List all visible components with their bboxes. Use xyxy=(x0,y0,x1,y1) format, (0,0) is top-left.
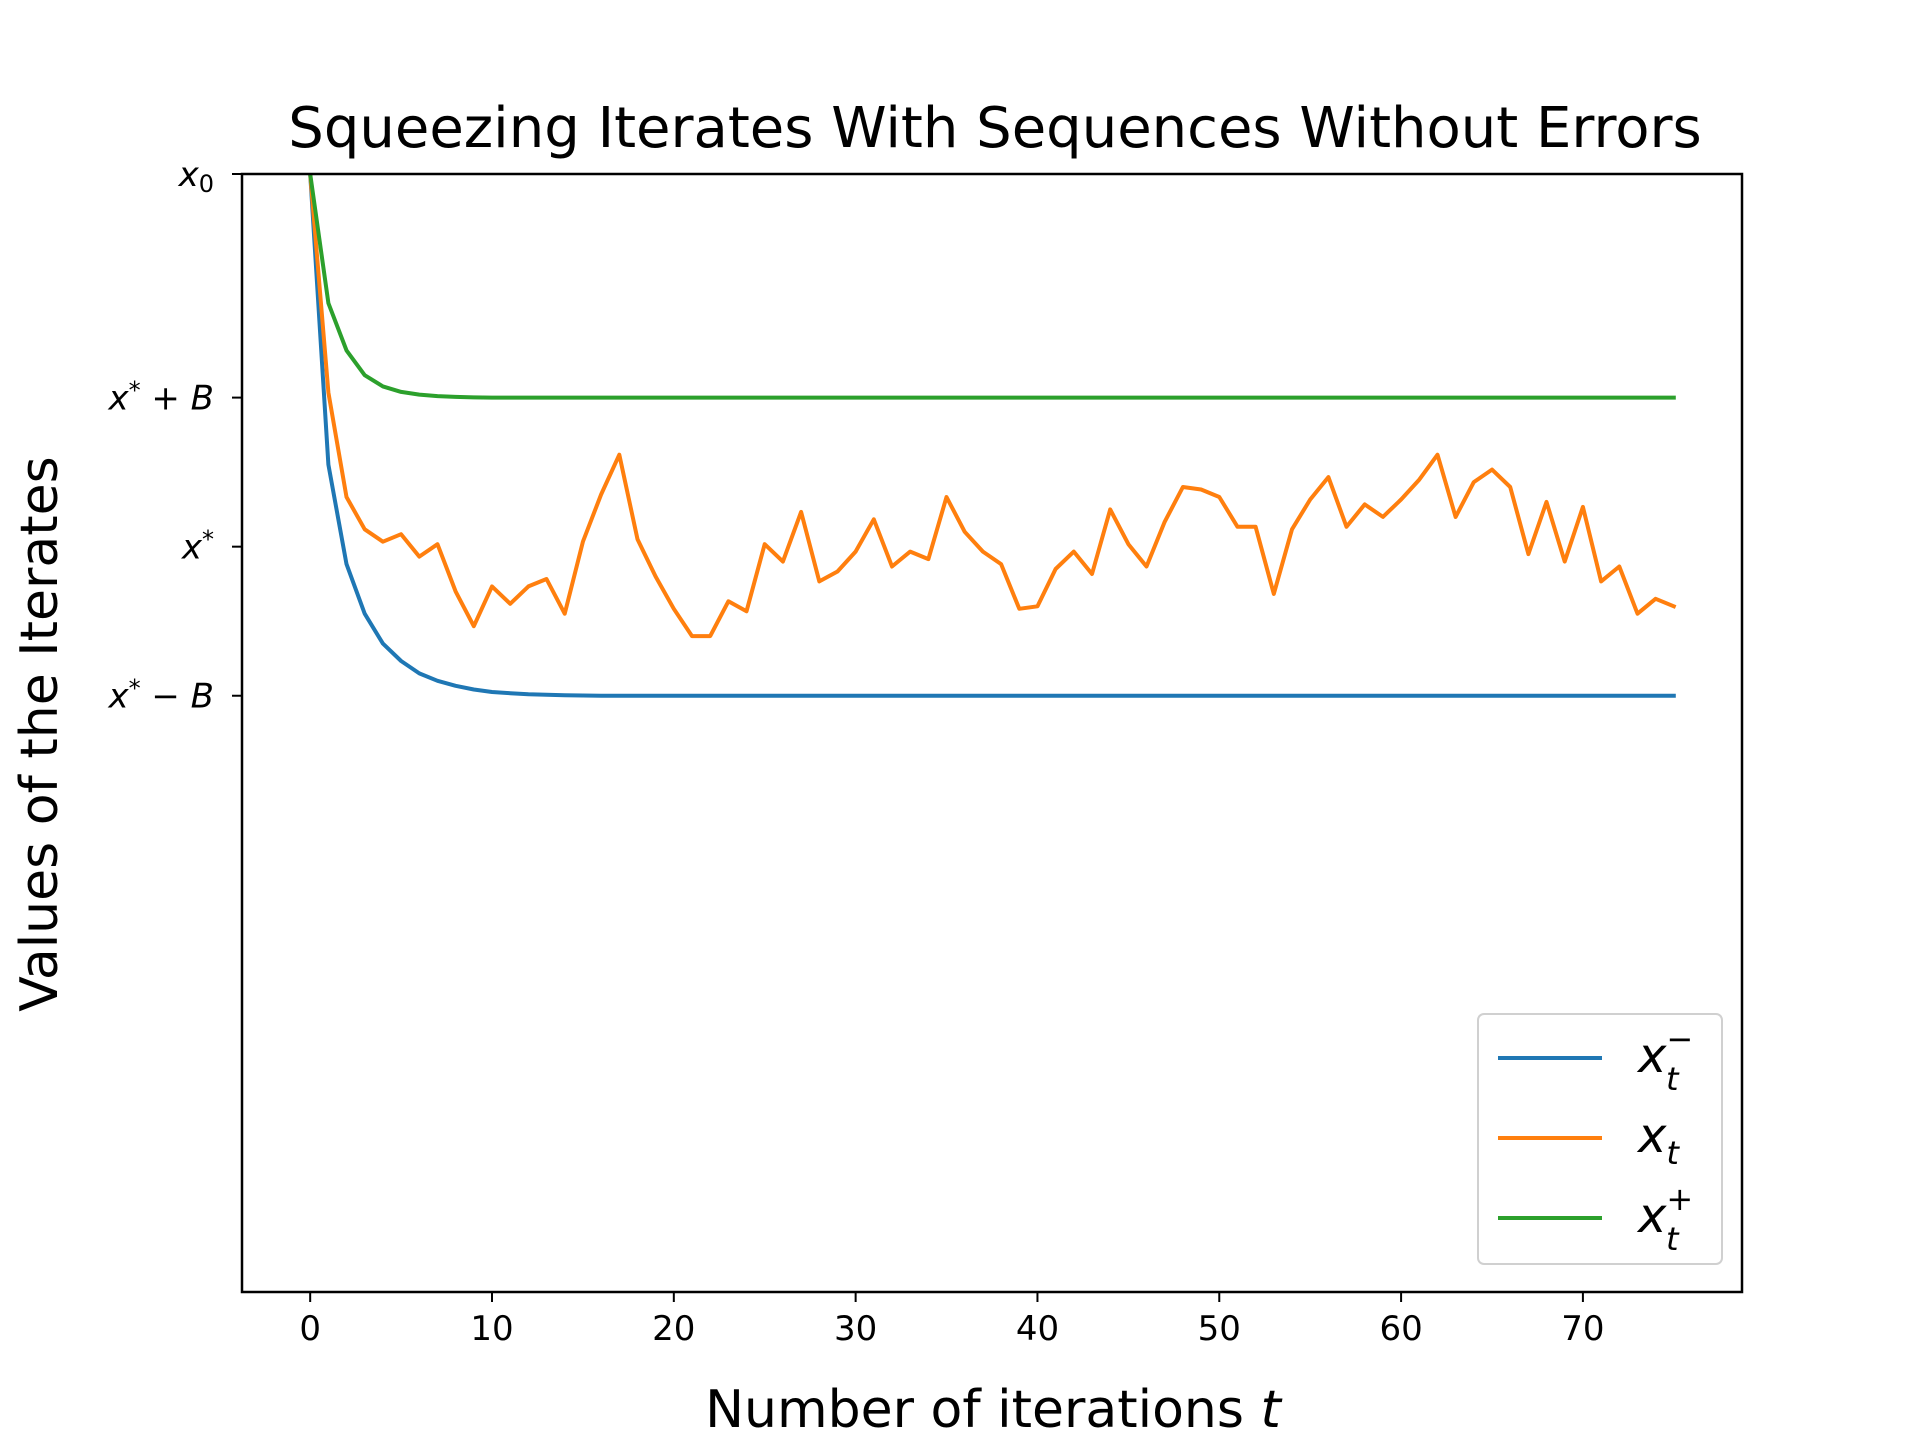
y-tick-label: x* − B xyxy=(107,675,214,717)
y-tick-label: x0 xyxy=(178,155,214,198)
y-axis-label: Values of the Iterates xyxy=(10,456,70,1011)
series-line-0 xyxy=(308,174,1676,698)
series-line-1 xyxy=(308,174,1677,639)
series-layer xyxy=(308,174,1677,698)
x-tick-label: 30 xyxy=(834,1309,877,1349)
axes-frame xyxy=(240,172,1744,1294)
y-axis-ticks: x0 x* + B x* x* − B xyxy=(107,155,242,717)
x-tick-label: 40 xyxy=(1016,1309,1059,1349)
legend-label: x− t xyxy=(1636,1020,1693,1098)
x-axis-label-text: Number of iterations xyxy=(705,1380,1244,1440)
x-tick-label: 20 xyxy=(652,1309,695,1349)
legend-label: xt xyxy=(1636,1108,1680,1172)
x-tick-label: 50 xyxy=(1198,1309,1241,1349)
x-axis-label-variable: t xyxy=(1260,1380,1282,1440)
x-tick-label: 0 xyxy=(299,1309,321,1349)
x-tick-label: 70 xyxy=(1561,1309,1604,1349)
y-tick-label: x* + B xyxy=(107,377,214,419)
y-tick-label: x* xyxy=(181,526,214,568)
chart-title: Squeezing Iterates With Sequences Withou… xyxy=(288,96,1701,161)
series-line-2 xyxy=(308,174,1676,400)
x-axis-label: Number of iterations t xyxy=(705,1380,1282,1440)
x-tick-label: 10 xyxy=(470,1309,513,1349)
x-tick-label: 60 xyxy=(1379,1309,1422,1349)
legend: x− t xt x+ t xyxy=(1477,1013,1723,1265)
x-axis-ticks: 0 10 20 30 40 50 60 70 xyxy=(299,1292,1605,1349)
legend-label: x+ t xyxy=(1636,1180,1693,1258)
